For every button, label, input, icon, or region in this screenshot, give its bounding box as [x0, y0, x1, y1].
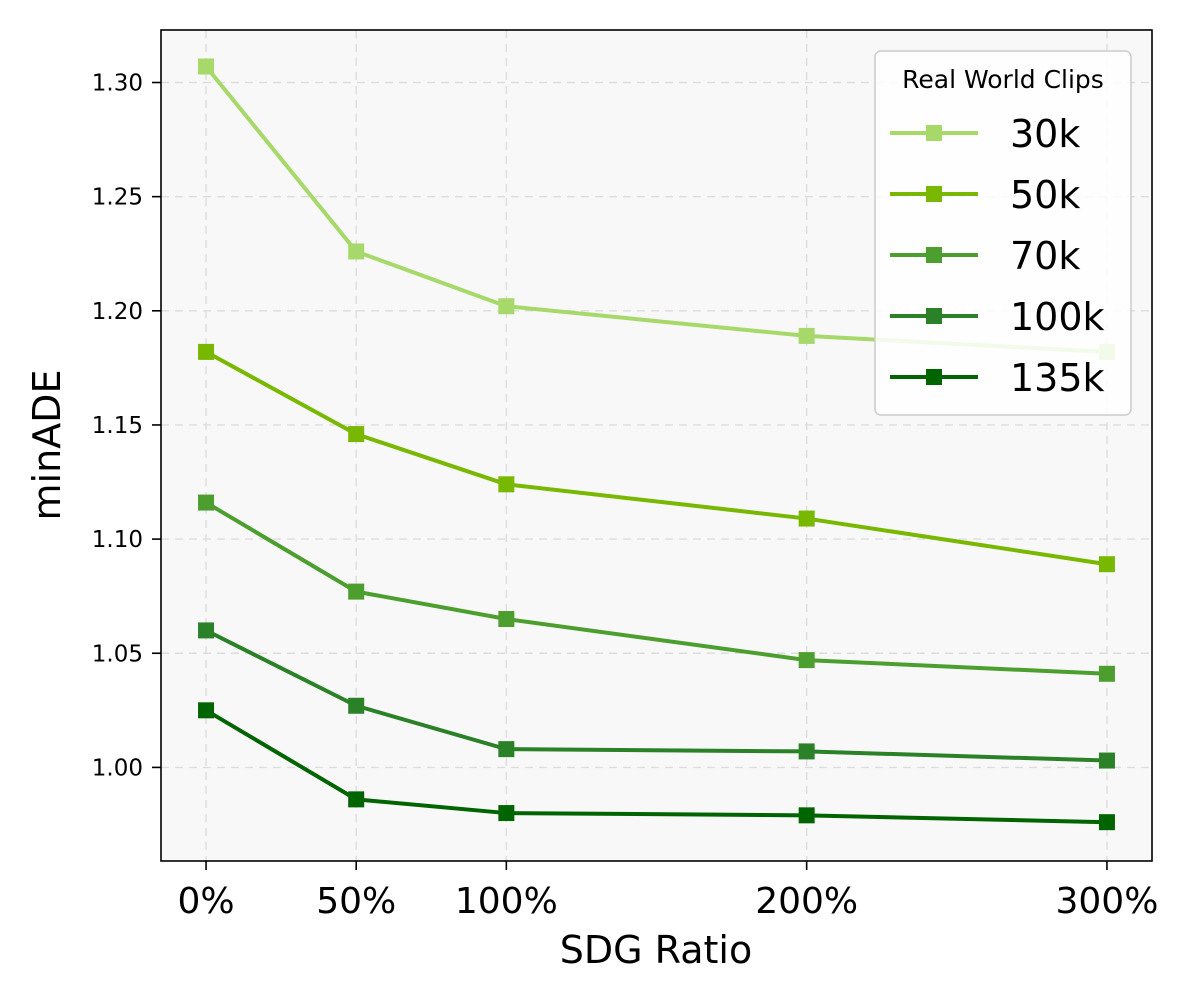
data-point-70k: [498, 611, 515, 628]
x-tick-label: 50%: [316, 881, 396, 922]
y-tick-label: 1.00: [92, 755, 143, 781]
y-tick-label: 1.30: [92, 71, 143, 97]
y-tick-label: 1.25: [92, 185, 143, 211]
x-tick-label: 100%: [455, 881, 558, 922]
y-tick-label: 1.05: [92, 641, 143, 667]
legend-entries: 30k 50k 70k 100k 135k: [890, 112, 1105, 400]
x-tick-label: 200%: [755, 881, 858, 922]
data-point-30k: [498, 298, 515, 315]
legend-marker-50k: [926, 186, 942, 202]
data-point-135k: [348, 791, 365, 808]
data-point-135k: [198, 702, 215, 719]
y-tick-label: 1.15: [92, 413, 143, 439]
data-point-100k: [798, 743, 815, 760]
data-point-50k: [498, 476, 515, 493]
legend-marker-30k: [926, 125, 942, 141]
data-point-135k: [1098, 814, 1115, 831]
data-point-100k: [348, 697, 365, 714]
y-tick-label: 1.10: [92, 527, 143, 553]
data-point-100k: [498, 741, 515, 758]
data-point-50k: [348, 426, 365, 443]
data-point-70k: [348, 583, 365, 600]
data-point-70k: [198, 494, 215, 511]
legend: Real World Clips 30k 50k 70k 100k 135k: [874, 50, 1132, 416]
y-axis-title: minADE: [25, 370, 69, 521]
legend-marker-135k: [926, 369, 942, 385]
data-point-135k: [498, 805, 515, 822]
data-point-135k: [798, 807, 815, 824]
data-point-50k: [798, 510, 815, 527]
data-point-30k: [348, 243, 365, 260]
data-point-70k: [1098, 665, 1115, 682]
data-point-70k: [798, 652, 815, 669]
data-point-50k: [198, 343, 215, 360]
x-tick-label: 300%: [1055, 881, 1158, 922]
data-point-30k: [798, 327, 815, 344]
plot-frame: [160, 29, 1153, 862]
legend-label-30k: 30k: [1010, 112, 1080, 156]
series-layer: [198, 58, 1115, 831]
y-axis: 1.00 1.05 1.10 1.15 1.20 1.25 1.30: [92, 71, 161, 781]
data-point-50k: [1098, 556, 1115, 573]
x-tick-label: 0%: [177, 881, 234, 922]
data-point-30k: [198, 58, 215, 75]
legend-marker-70k: [926, 247, 942, 263]
legend-title: Real World Clips: [902, 65, 1104, 94]
y-tick-label: 1.20: [92, 299, 143, 325]
legend-label-100k: 100k: [1010, 295, 1105, 339]
legend-label-70k: 70k: [1010, 234, 1080, 278]
data-point-100k: [198, 622, 215, 639]
legend-marker-100k: [926, 308, 942, 324]
x-axis-title: SDG Ratio: [560, 928, 752, 972]
x-axis: 0% 50% 100% 200% 300%: [177, 861, 1158, 922]
legend-label-135k: 135k: [1010, 356, 1105, 400]
data-point-100k: [1098, 752, 1115, 769]
grid-lines: [161, 30, 1152, 861]
legend-label-50k: 50k: [1010, 173, 1080, 217]
